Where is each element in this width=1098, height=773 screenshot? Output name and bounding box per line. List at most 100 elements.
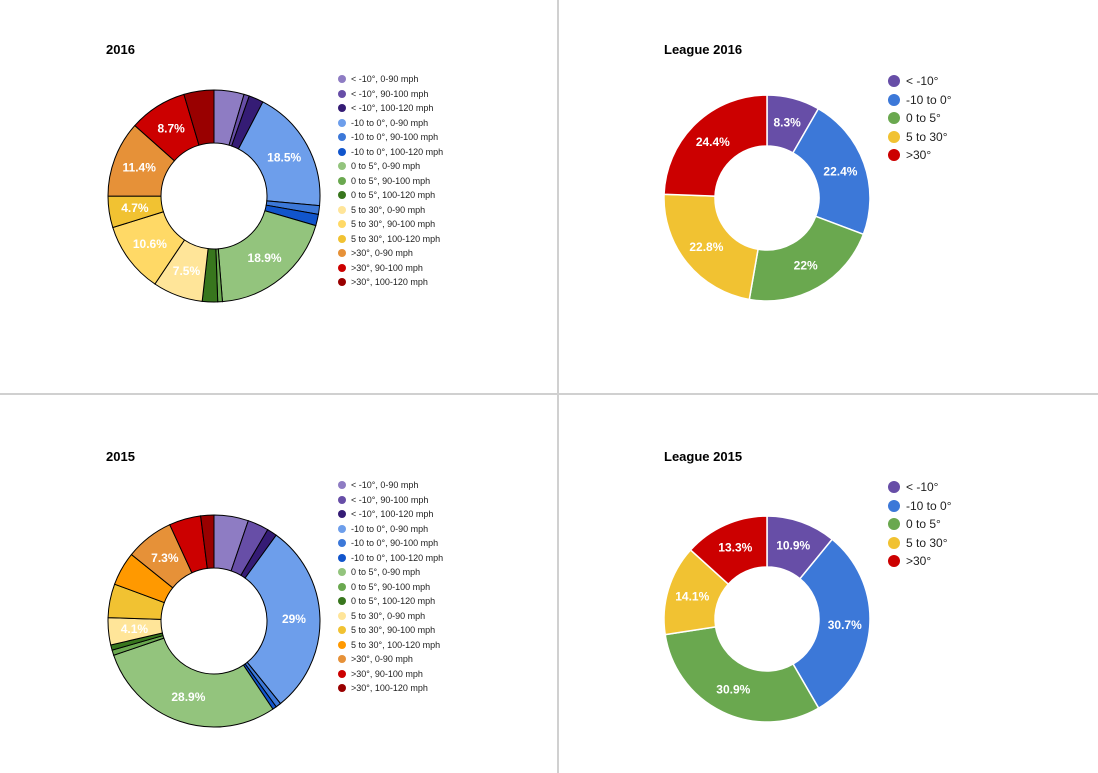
legend-label: 0 to 5° — [906, 517, 941, 532]
legend-label: -10 to 0°, 90-100 mph — [351, 538, 439, 549]
legend-label: 5 to 30° — [906, 129, 948, 144]
legend-item: 0 to 5° — [888, 109, 952, 128]
legend-label: < -10° — [906, 74, 939, 89]
legend-item: < -10°, 100-120 mph — [338, 101, 443, 116]
data-label-0-to-5: 30.9% — [716, 682, 750, 696]
legend-item: 5 to 30° — [888, 128, 952, 147]
data-label-lt-10: 10.9% — [776, 539, 810, 553]
slice-gt-30-100-120-mph — [183, 89, 215, 146]
legend-swatch — [888, 499, 900, 512]
legend-item: 0 to 5°, 90-100 mph — [338, 580, 443, 595]
legend-item: 5 to 30°, 100-120 mph — [338, 232, 443, 247]
legend-label: < -10°, 0-90 mph — [351, 74, 419, 85]
legend-item: 5 to 30°, 100-120 mph — [338, 638, 443, 653]
data-label-10-to-0-0-90-mph: 29% — [282, 612, 306, 626]
legend-item: 5 to 30°, 0-90 mph — [338, 203, 443, 218]
slice-0-to-5-0-90-mph — [113, 637, 274, 728]
legend-item: 0 to 5° — [888, 515, 952, 534]
legend-item: < -10°, 100-120 mph — [338, 507, 443, 522]
legend-item: < -10°, 0-90 mph — [338, 72, 443, 87]
legend-item: 0 to 5°, 0-90 mph — [338, 565, 443, 580]
legend-label: -10 to 0°, 0-90 mph — [351, 117, 429, 128]
legend-item: -10 to 0°, 90-100 mph — [338, 130, 443, 145]
legend-label: < -10°, 100-120 mph — [351, 103, 434, 114]
data-label-5-to-30: 22.8% — [689, 240, 723, 254]
legend-item: -10 to 0°, 0-90 mph — [338, 522, 443, 537]
legend-item: >30° — [888, 552, 952, 571]
legend-league-2016: < -10° -10 to 0° 0 to 5° 5 to 30° >30° — [888, 72, 952, 165]
legend-swatch — [888, 518, 900, 531]
legend-item: < -10°, 0-90 mph — [338, 478, 443, 493]
legend-item: -10 to 0° — [888, 91, 952, 110]
legend-label: >30°, 90-100 mph — [351, 668, 423, 679]
legend-item: 0 to 5°, 90-100 mph — [338, 174, 443, 189]
legend-label: 0 to 5°, 100-120 mph — [351, 190, 436, 201]
legend-label: -10 to 0°, 0-90 mph — [351, 523, 429, 534]
legend-swatch — [338, 75, 346, 84]
legend-label: >30°, 100-120 mph — [351, 683, 428, 694]
slice-gt-30 — [663, 94, 768, 197]
data-label-0-to-5-0-90-mph: 28.9% — [171, 690, 205, 704]
slice-0-to-5 — [664, 626, 820, 723]
legend-item: -10 to 0°, 90-100 mph — [338, 536, 443, 551]
legend-label: 5 to 30° — [906, 535, 948, 550]
slice-10-to-0 — [791, 107, 871, 236]
legend-item: -10 to 0°, 100-120 mph — [338, 551, 443, 566]
legend-item: < -10° — [888, 478, 952, 497]
legend-swatch — [338, 626, 346, 635]
data-label-10-to-0: 30.7% — [828, 618, 862, 632]
legend-item: >30°, 90-100 mph — [338, 261, 443, 276]
legend-item: < -10°, 90-100 mph — [338, 87, 443, 102]
legend-item: 5 to 30°, 0-90 mph — [338, 609, 443, 624]
legend-label: >30° — [906, 148, 932, 163]
data-label-gt-30: 13.3% — [718, 541, 752, 555]
legend-label: -10 to 0°, 100-120 mph — [351, 146, 444, 157]
legend-label: < -10° — [906, 480, 939, 495]
data-label-lt-10: 8.3% — [773, 116, 801, 130]
legend-label: >30°, 90-100 mph — [351, 262, 423, 273]
legend-swatch — [338, 611, 346, 620]
data-label-5-to-30-0-90-mph: 4.1% — [121, 622, 149, 636]
legend-item: >30°, 100-120 mph — [338, 681, 443, 696]
legend-swatch — [338, 481, 346, 490]
chart-title: 2015 — [106, 449, 135, 464]
legend-label: 0 to 5°, 0-90 mph — [351, 161, 421, 172]
legend-swatch — [338, 582, 346, 591]
legend-item: < -10° — [888, 72, 952, 91]
data-label-gt-30-90-100-mph: 8.7% — [157, 121, 185, 135]
legend-label: 0 to 5°, 90-100 mph — [351, 581, 431, 592]
legend-swatch — [888, 75, 900, 88]
legend-label: 5 to 30°, 0-90 mph — [351, 204, 426, 215]
legend-item: < -10°, 90-100 mph — [338, 493, 443, 508]
legend-label: 0 to 5° — [906, 111, 941, 126]
legend-swatch — [338, 191, 346, 200]
legend-item: -10 to 0°, 100-120 mph — [338, 145, 443, 160]
legend-label: 0 to 5°, 100-120 mph — [351, 596, 436, 607]
slice-5-to-30 — [663, 193, 759, 301]
chart-title: League 2016 — [664, 42, 743, 57]
data-label-10-to-0-0-90-mph: 18.5% — [267, 151, 301, 165]
legend-item: >30°, 0-90 mph — [338, 246, 443, 261]
legend-swatch — [338, 553, 346, 562]
legend-swatch — [338, 568, 346, 577]
legend-swatch — [338, 510, 346, 519]
legend-swatch — [338, 597, 346, 606]
chart-title: 2016 — [106, 42, 135, 57]
legend-item: >30°, 90-100 mph — [338, 667, 443, 682]
legend-item: 5 to 30°, 90-100 mph — [338, 623, 443, 638]
donut-chart-2016: 18.5% 18.9% 7.5% 10.6% 4.7% 11.4% 8.7% — [107, 89, 321, 303]
legend-swatch — [338, 524, 346, 533]
data-label-gt-30-0-90-mph: 7.3% — [151, 551, 179, 565]
legend-swatch — [338, 684, 346, 693]
legend-label: >30°, 0-90 mph — [351, 654, 413, 665]
legend-item: -10 to 0°, 0-90 mph — [338, 116, 443, 131]
data-label-5-to-30-0-90-mph: 7.5% — [173, 264, 201, 278]
legend-item: 0 to 5°, 100-120 mph — [338, 594, 443, 609]
legend-swatch — [888, 130, 900, 143]
data-label-gt-30: 24.4% — [696, 135, 730, 149]
slice-gt-30 — [689, 515, 768, 586]
legend-swatch — [338, 234, 346, 243]
legend-swatch — [338, 495, 346, 504]
legend-item: >30°, 0-90 mph — [338, 652, 443, 667]
legend-swatch — [338, 220, 346, 229]
